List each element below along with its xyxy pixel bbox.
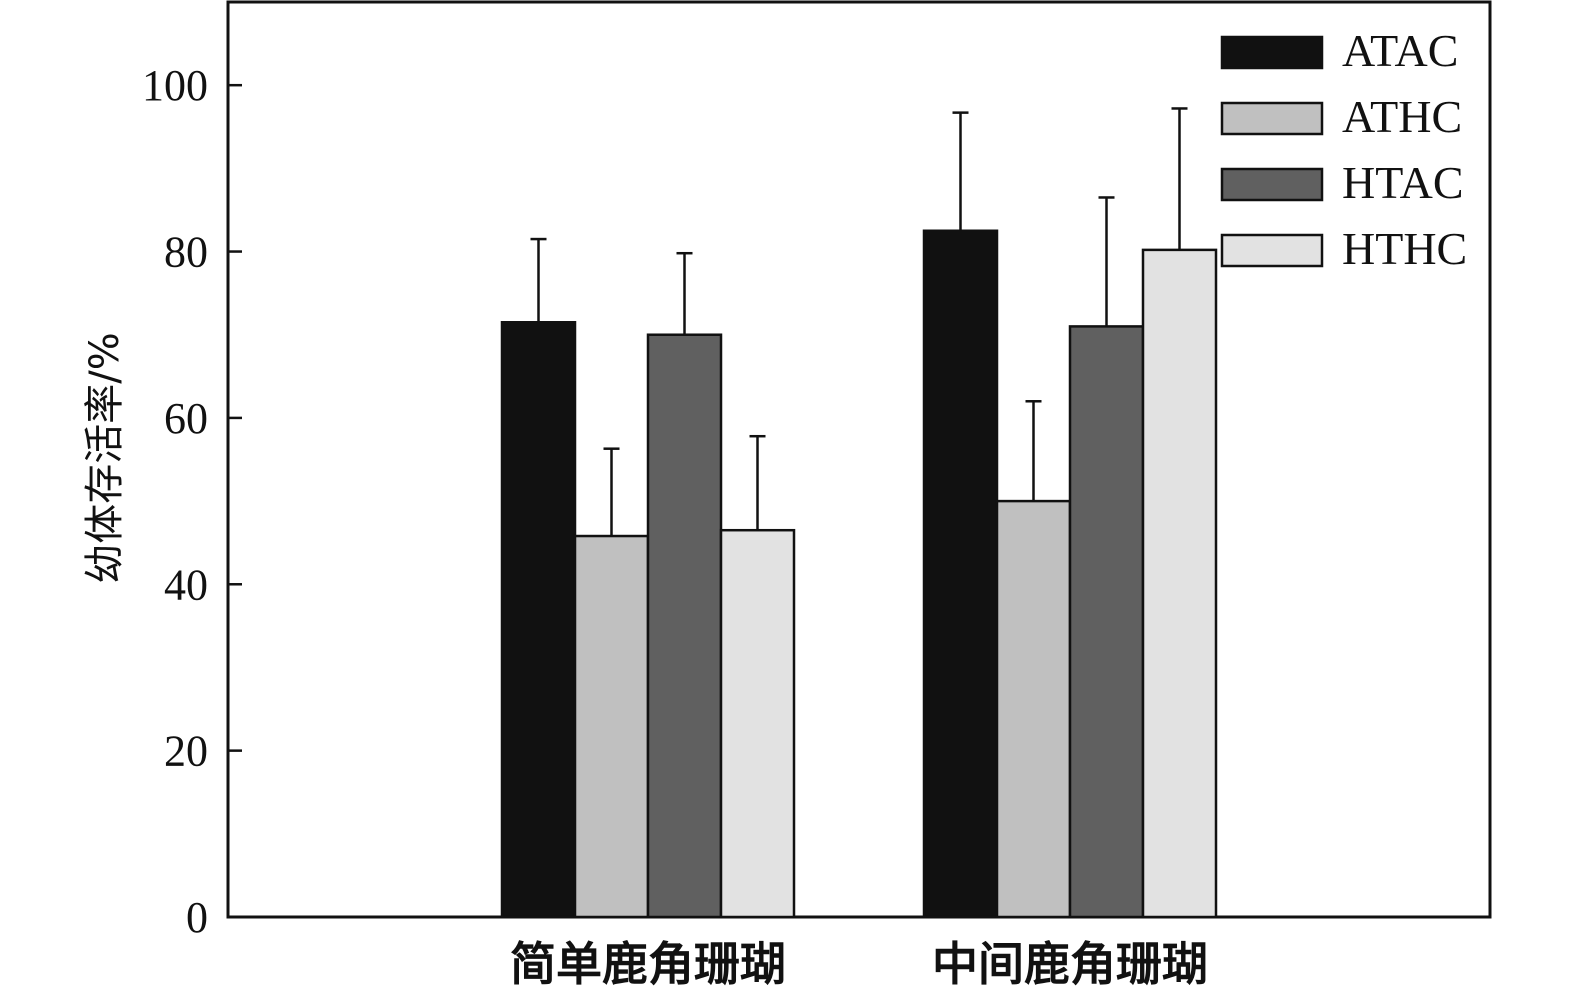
x-axis: 简单鹿角珊瑚 中间鹿角珊瑚 — [510, 937, 1208, 991]
y-axis-label: 幼体存活率/% — [82, 332, 128, 583]
y-tick-label: 40 — [164, 560, 208, 609]
y-tick-label: 20 — [164, 727, 208, 776]
plot-border — [226, 0, 1492, 919]
legend-label-htac: HTAC — [1342, 157, 1464, 208]
bar-hthc-1 — [1141, 248, 1218, 919]
bar-athc-1 — [995, 499, 1072, 919]
plot-frame — [226, 0, 1492, 919]
x-category-label: 简单鹿角珊瑚 — [510, 937, 786, 991]
legend-swatch-atac — [1220, 35, 1324, 70]
bar-atac-0 — [500, 321, 577, 919]
y-tick-label: 0 — [186, 893, 208, 942]
bar-htac-1 — [1068, 325, 1145, 919]
bar-athc-0 — [573, 534, 650, 919]
x-category-label: 中间鹿角珊瑚 — [932, 937, 1208, 991]
bar-hthc-0 — [719, 528, 796, 919]
bars — [500, 229, 1218, 919]
bar-atac-1 — [922, 229, 999, 919]
y-tick-label: 80 — [164, 228, 208, 277]
y-axis: 0 20 40 60 80 100 — [142, 61, 242, 942]
y-tick-label: 60 — [164, 394, 208, 443]
error-bars — [530, 107, 1188, 537]
legend-label-hthc: HTHC — [1342, 223, 1467, 274]
legend-swatch-hthc — [1220, 233, 1324, 268]
bar-htac-0 — [646, 333, 723, 919]
legend-swatch-athc — [1220, 101, 1324, 136]
legend-label-athc: ATHC — [1342, 91, 1462, 142]
legend: ATAC ATHC HTAC HTHC — [1220, 25, 1467, 274]
legend-swatch-htac — [1220, 167, 1324, 202]
y-tick-label: 100 — [142, 61, 208, 110]
legend-label-atac: ATAC — [1342, 25, 1458, 76]
